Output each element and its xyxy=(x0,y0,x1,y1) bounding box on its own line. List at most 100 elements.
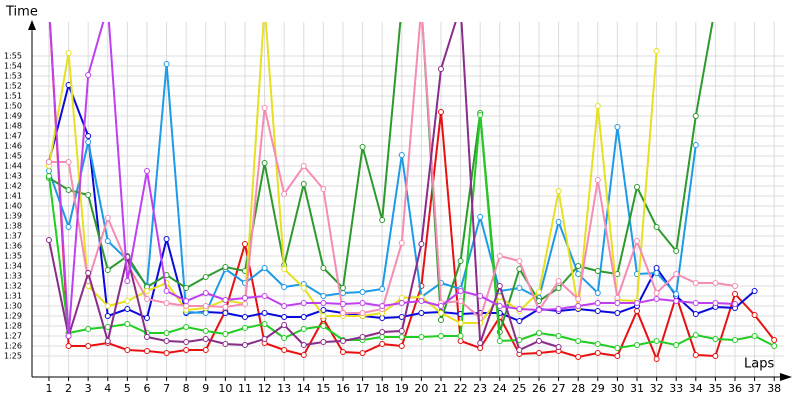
point xyxy=(85,72,92,78)
point xyxy=(163,288,170,294)
point xyxy=(437,317,444,323)
point xyxy=(281,322,288,328)
point xyxy=(653,265,660,271)
point xyxy=(418,298,425,304)
point xyxy=(300,285,307,291)
point xyxy=(163,338,170,344)
y-tick-label: 1:44 xyxy=(4,162,22,171)
point xyxy=(320,307,327,313)
x-tick-label: 24 xyxy=(493,382,507,395)
point xyxy=(143,348,150,354)
y-tick-label: 1:43 xyxy=(4,172,22,181)
point xyxy=(516,347,523,353)
point xyxy=(261,321,268,327)
y-tick-label: 1:26 xyxy=(4,342,22,351)
point xyxy=(300,314,307,320)
point xyxy=(183,324,190,330)
y-tick-label: 1:35 xyxy=(4,252,22,261)
point xyxy=(419,4,424,9)
point xyxy=(496,303,503,309)
point xyxy=(771,337,778,343)
point xyxy=(399,4,404,9)
point xyxy=(163,330,170,336)
point xyxy=(535,338,542,344)
y-tick-label: 1:37 xyxy=(4,232,22,241)
point xyxy=(143,168,150,174)
series-line xyxy=(48,63,697,315)
point xyxy=(183,285,190,291)
x-tick-label: 29 xyxy=(591,382,605,395)
y-axis-label: Time xyxy=(5,5,38,20)
point xyxy=(418,334,425,340)
point xyxy=(202,328,209,334)
y-tick-label: 1:28 xyxy=(4,322,22,331)
point xyxy=(359,289,366,295)
x-tick-label: 34 xyxy=(689,382,703,395)
x-tick-label: 18 xyxy=(375,382,389,395)
x-tick-label: 25 xyxy=(512,382,526,395)
point xyxy=(45,237,52,243)
y-tick-label: 1:30 xyxy=(4,302,22,311)
point xyxy=(712,280,719,286)
point xyxy=(418,310,425,316)
point xyxy=(241,241,248,247)
point xyxy=(731,337,738,343)
point xyxy=(104,267,111,273)
point xyxy=(673,291,680,297)
point xyxy=(673,342,680,348)
point xyxy=(320,293,327,299)
point xyxy=(359,144,366,150)
x-axis-arrow xyxy=(780,373,792,381)
point xyxy=(575,296,582,302)
x-tick-label: 6 xyxy=(143,382,150,395)
series-line xyxy=(48,114,775,350)
point xyxy=(241,342,248,348)
point xyxy=(496,294,503,300)
x-tick-label: 36 xyxy=(728,382,742,395)
point xyxy=(320,313,327,319)
y-tick-label: 1:40 xyxy=(4,202,22,211)
x-tick-label: 35 xyxy=(708,382,722,395)
point xyxy=(261,310,268,316)
series-line xyxy=(49,22,736,320)
y-tick-label: 1:27 xyxy=(4,332,22,341)
point xyxy=(65,50,72,56)
point xyxy=(124,321,131,327)
point xyxy=(85,139,92,145)
x-tick-label: 2 xyxy=(65,382,72,395)
x-tick-label: 3 xyxy=(85,382,92,395)
y-tick-label: 1:41 xyxy=(4,192,22,201)
point xyxy=(398,328,405,334)
point xyxy=(751,333,758,339)
x-tick-label: 11 xyxy=(238,382,252,395)
point xyxy=(633,184,640,190)
point xyxy=(379,334,386,340)
point xyxy=(339,301,346,307)
point xyxy=(379,315,386,321)
point xyxy=(437,333,444,339)
point xyxy=(281,335,288,341)
point xyxy=(575,338,582,344)
point xyxy=(379,286,386,292)
point xyxy=(85,192,92,198)
x-tick-label: 20 xyxy=(414,382,428,395)
point xyxy=(202,310,209,316)
point xyxy=(300,352,307,358)
point xyxy=(261,293,268,299)
point xyxy=(339,338,346,344)
grid: 1:251:261:271:281:291:301:311:321:331:34… xyxy=(4,22,784,395)
point xyxy=(359,334,366,340)
y-tick-label: 1:34 xyxy=(4,262,22,271)
point xyxy=(104,338,111,344)
point xyxy=(281,303,288,309)
point xyxy=(555,219,562,225)
point xyxy=(477,112,484,118)
point xyxy=(692,113,699,119)
y-tick-label: 1:25 xyxy=(4,352,22,361)
y-tick-label: 1:45 xyxy=(4,152,22,161)
point xyxy=(575,263,582,269)
x-tick-label: 33 xyxy=(669,382,683,395)
x-tick-label: 4 xyxy=(104,382,111,395)
point xyxy=(457,258,464,264)
point xyxy=(731,291,738,297)
